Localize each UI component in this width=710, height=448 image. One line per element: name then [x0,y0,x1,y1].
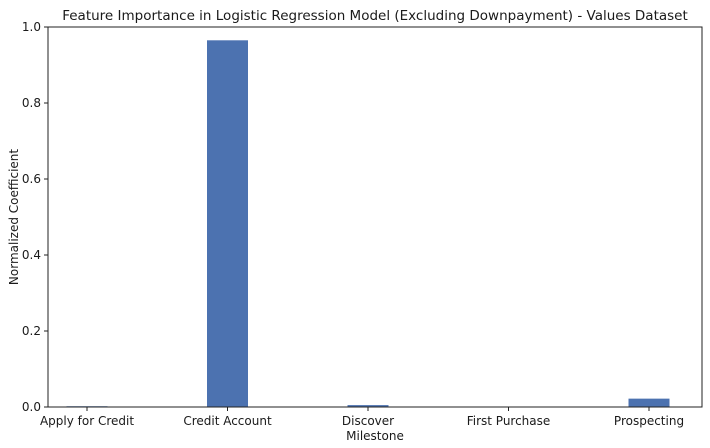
x-tick-label-0: Apply for Credit [40,414,134,428]
chart-title: Feature Importance in Logistic Regressio… [62,8,688,24]
y-tick-label-4: 0.8 [22,96,41,110]
bar-1 [207,40,248,408]
bars-group [66,40,670,408]
x-tick-label-1: Credit Account [183,414,272,428]
y-tick-label-0: 0.0 [22,400,41,414]
y-axis-label: Normalized Coefficient [7,149,21,285]
y-tick-label-3: 0.6 [22,172,41,186]
bar-2 [347,405,389,407]
y-tick-label-1: 0.2 [22,324,41,338]
y-tick-label-5: 1.0 [22,20,41,34]
bar-4 [628,398,670,407]
x-tick-label-2: Discover [342,414,394,428]
y-tick-label-2: 0.4 [22,248,41,262]
x-axis-label: Milestone [346,429,404,443]
plot-frame [47,26,703,408]
x-tick-label-4: Prospecting [614,414,684,428]
x-ticks-group: Apply for Credit Credit Account Discover Fi… [40,407,684,428]
y-ticks-group: 0.0 0.2 0.4 0.6 0.8 1.0 [22,20,48,414]
x-tick-label-3: First Purchase [467,414,551,428]
